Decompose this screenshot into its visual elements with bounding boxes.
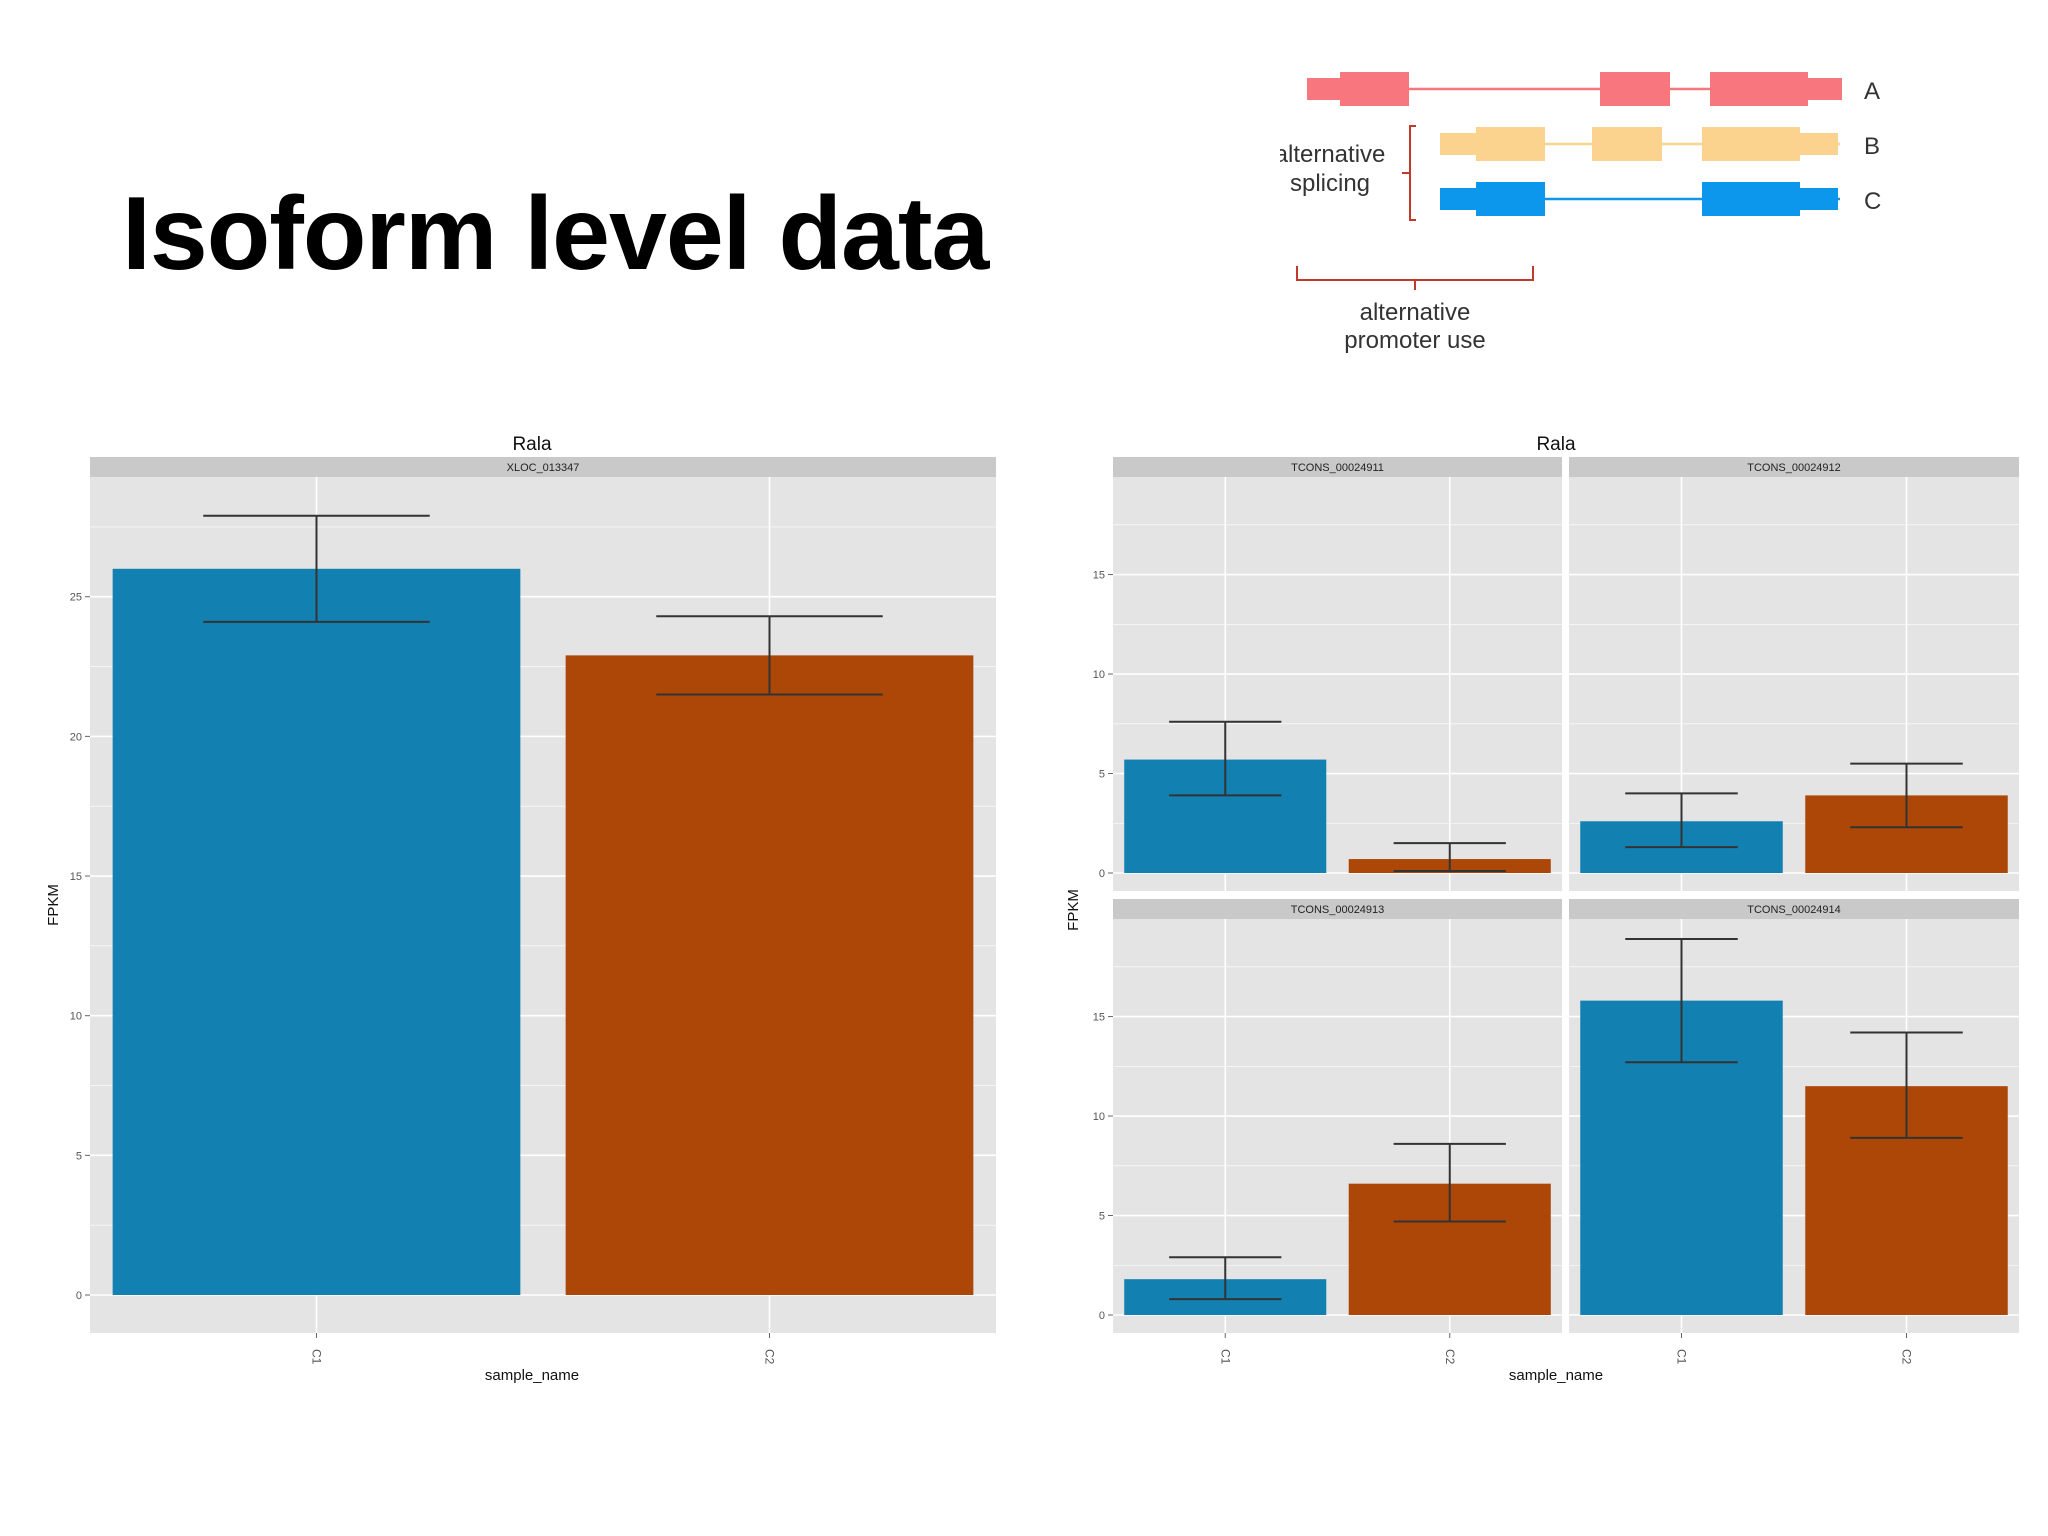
chart-1: Rala sample_name FPKM XLOC_013347 0 5 10 15 20 25… — [45, 434, 996, 1384]
y-tick-label: 10 — [70, 1011, 82, 1023]
isoform-c-utr-3 — [1798, 188, 1838, 210]
chart-title: Rala — [512, 434, 552, 455]
splicing-label-line-1: alternative — [1280, 141, 1385, 168]
facet-strip — [1569, 899, 2019, 919]
facet-strip — [1113, 457, 1562, 477]
facet-panel-1: XLOC_013347 0 5 10 15 20 25 C1 C2 — [70, 457, 996, 1365]
x-tick-label: C2 — [1900, 1349, 1914, 1365]
y-axis-label: FPKM — [45, 884, 62, 926]
x-axis-label: sample_name — [1509, 1367, 1603, 1384]
isoform-a-label: A — [1864, 78, 1880, 105]
promoter-label-line-2: promoter use — [1344, 327, 1485, 354]
bar-c1 — [112, 568, 521, 1295]
x-tick-label: C1 — [310, 1349, 324, 1365]
y-tick-label: 25 — [70, 592, 82, 604]
isoform-b-utr-5 — [1440, 133, 1478, 155]
y-tick-label: 10 — [1093, 669, 1105, 681]
x-tick-label: C1 — [1675, 1349, 1689, 1365]
splicing-label-line-2: splicing — [1290, 170, 1370, 197]
facet-strip-label: TCONS_00024914 — [1747, 904, 1841, 916]
y-tick-label: 5 — [1099, 1211, 1105, 1223]
y-tick-label: 0 — [1099, 1310, 1105, 1322]
y-tick-label: 5 — [1099, 769, 1105, 781]
promoter-label-line-1: alternative — [1360, 299, 1471, 326]
isoform-a-utr-3 — [1806, 78, 1842, 100]
isoform-structure-diagram: A B C alternative splicing alternative p… — [1280, 72, 1881, 354]
isoform-c-exon-1 — [1476, 182, 1545, 216]
slide-title: Isoform level data — [122, 176, 989, 292]
isoform-b-utr-3 — [1798, 133, 1838, 155]
isoform-b-track: B — [1440, 127, 1880, 161]
isoform-c-exon-3 — [1702, 182, 1800, 216]
chart-title: Rala — [1536, 434, 1576, 455]
y-tick-label: 15 — [1093, 570, 1105, 582]
isoform-c-track: C — [1440, 182, 1881, 216]
isoform-a-exon-2 — [1600, 72, 1670, 106]
facet-strip-label: TCONS_00024912 — [1747, 462, 1841, 474]
x-axis-label: sample_name — [485, 1367, 579, 1384]
promoter-bracket — [1296, 266, 1534, 290]
isoform-a-exon-1 — [1340, 72, 1409, 106]
facet-strip-label: XLOC_013347 — [507, 462, 580, 474]
y-tick-label: 5 — [76, 1150, 82, 1162]
x-tick-label: C1 — [1218, 1349, 1232, 1365]
isoform-a-exon-3 — [1710, 72, 1808, 106]
facet-strip-label: TCONS_00024913 — [1291, 904, 1385, 916]
facet-strip — [1569, 457, 2019, 477]
isoform-a-track: A — [1307, 72, 1880, 106]
y-axis-label: FPKM — [1065, 889, 1082, 931]
isoform-b-label: B — [1864, 133, 1880, 160]
facet-panel-2: TCONS_00024912 — [1569, 457, 2019, 891]
y-tick-label: 15 — [70, 871, 82, 883]
y-tick-label: 10 — [1093, 1111, 1105, 1123]
facet-strip-label: TCONS_00024911 — [1291, 462, 1384, 474]
facet-strip — [1113, 899, 1562, 919]
isoform-b-exon-3 — [1702, 127, 1800, 161]
facet-strip — [90, 457, 996, 477]
y-tick-label: 0 — [76, 1290, 82, 1302]
y-tick-label: 15 — [1093, 1012, 1105, 1024]
x-tick-label: C2 — [763, 1349, 777, 1365]
isoform-b-exon-2 — [1592, 127, 1662, 161]
isoform-a-utr-5 — [1307, 78, 1343, 100]
facet-panel-1: TCONS_00024911 0 5 10 15 — [1093, 457, 1562, 891]
facet-panel-4: TCONS_00024914 C1 C2 — [1569, 899, 2019, 1365]
isoform-c-label: C — [1864, 188, 1881, 215]
y-tick-label: 0 — [1099, 868, 1105, 880]
isoform-b-exon-1 — [1476, 127, 1545, 161]
bar-c2 — [565, 655, 974, 1295]
facet-panel-3: TCONS_00024913 0 5 10 15 C1 C2 — [1093, 899, 1562, 1365]
isoform-c-utr-5 — [1440, 188, 1478, 210]
splicing-bracket — [1402, 125, 1416, 221]
x-tick-label: C2 — [1443, 1349, 1457, 1365]
chart-2: Ralasample_nameFPKMTCONS_00024911051015T… — [1065, 434, 2019, 1384]
y-tick-label: 20 — [70, 731, 82, 743]
